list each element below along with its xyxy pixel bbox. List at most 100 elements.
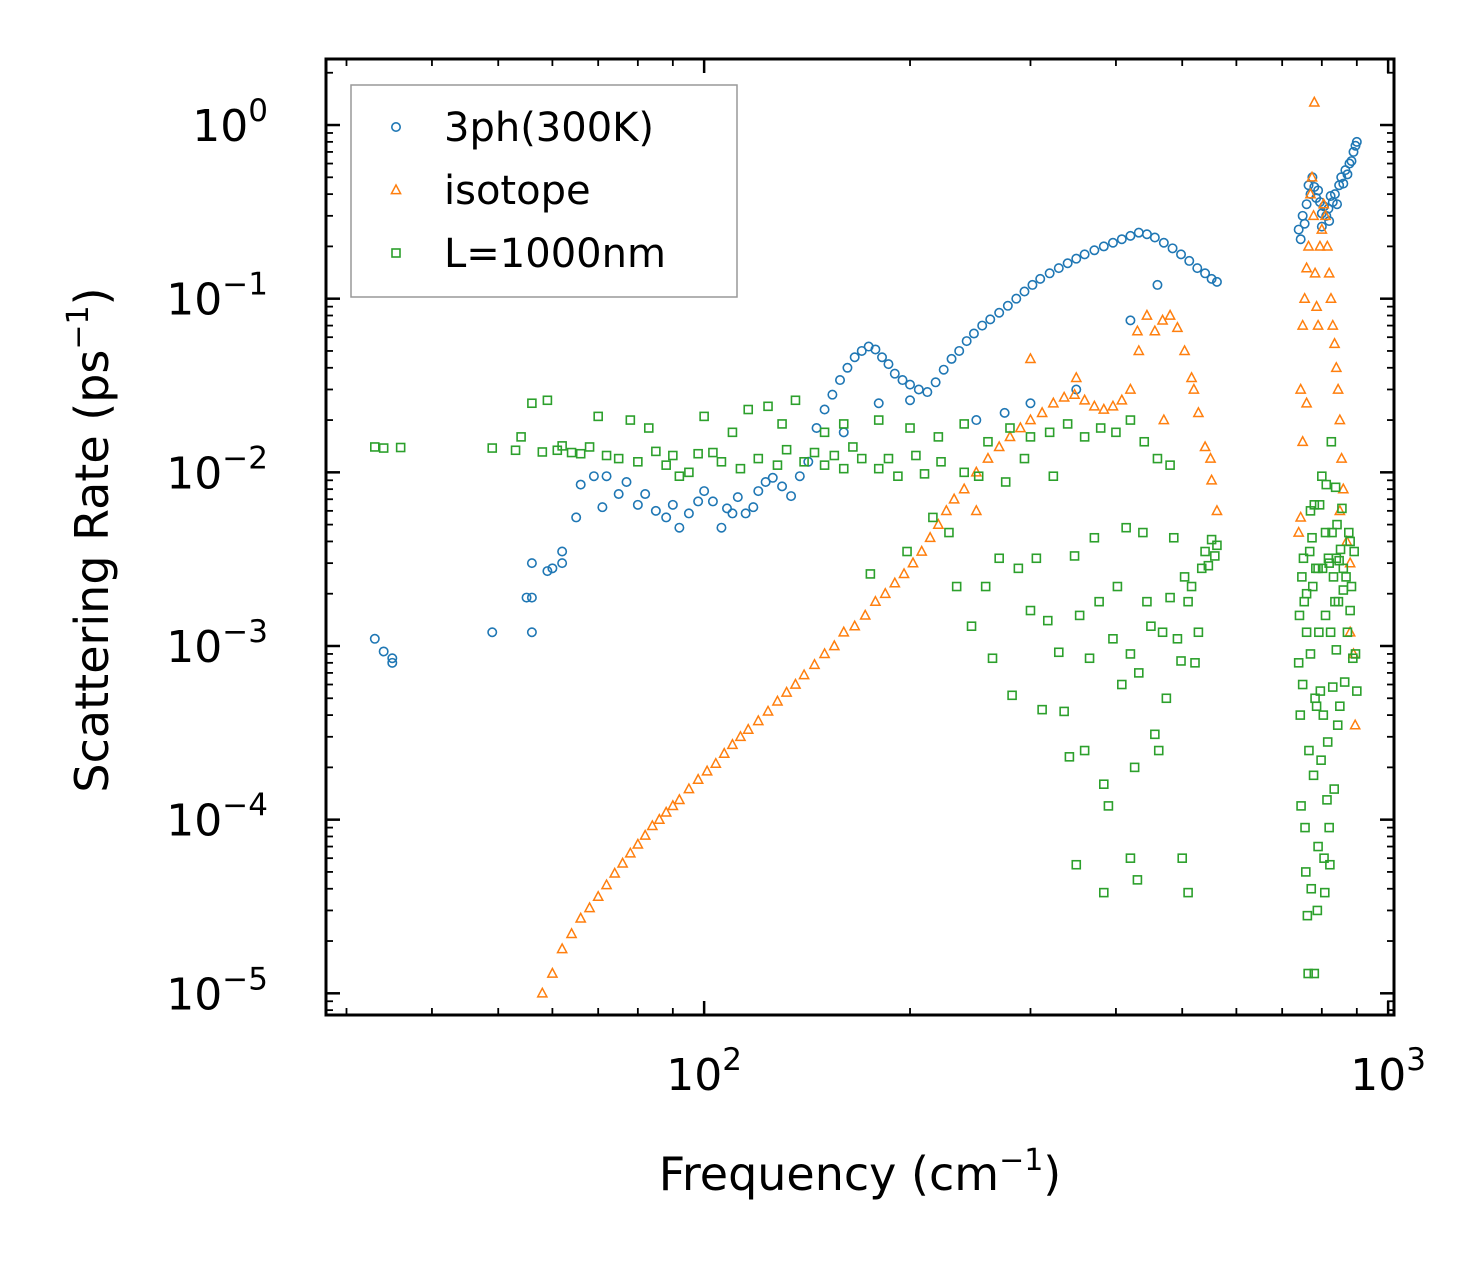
y-tick-exp: −4: [222, 788, 268, 824]
data-point-square: [905, 423, 915, 433]
data-point-triangle: [1149, 324, 1161, 336]
data-point-triangle: [1014, 421, 1027, 433]
data-point-triangle: [1124, 382, 1137, 394]
data-point-square: [1333, 596, 1344, 607]
data-point-square: [1335, 544, 1346, 555]
data-point-triangle: [1328, 337, 1341, 349]
data-point-square: [1200, 546, 1210, 557]
data-point-square: [487, 443, 498, 453]
data-point-square: [1313, 563, 1323, 574]
x-axis-label-close: ): [1043, 1147, 1061, 1201]
data-point-square: [1331, 645, 1342, 655]
data-point-triangle: [574, 911, 587, 923]
data-point-circle: [794, 471, 805, 482]
legend-marker-square: [391, 248, 401, 258]
data-point-circle: [954, 345, 965, 356]
data-point-triangle: [1211, 504, 1223, 516]
data-point-circle: [1167, 243, 1178, 254]
data-point-square: [781, 444, 792, 455]
data-point-square: [1031, 553, 1042, 564]
data-point-square: [1168, 532, 1179, 543]
data-point-square: [1297, 679, 1308, 690]
data-point-square: [1186, 581, 1197, 592]
data-point-triangle: [828, 639, 841, 651]
data-point-circle: [1158, 237, 1169, 248]
data-point-square: [1293, 658, 1304, 668]
data-point-circle: [693, 496, 704, 507]
data-point-square: [1165, 460, 1175, 470]
data-point-triangle: [1024, 352, 1037, 364]
y-tick-exp: −3: [222, 614, 268, 650]
data-point-square: [753, 453, 764, 464]
data-point-square: [395, 442, 406, 453]
data-point-square: [1153, 745, 1164, 756]
data-point-circle: [849, 352, 860, 363]
data-point-circle: [1211, 276, 1222, 287]
data-point-triangle: [1309, 266, 1321, 278]
data-point-square: [1142, 596, 1152, 607]
data-point-triangle: [1319, 209, 1332, 221]
data-point-triangle: [1312, 318, 1324, 330]
data-point-circle: [946, 353, 957, 364]
data-point-square: [1025, 605, 1036, 616]
data-point-square: [873, 463, 884, 474]
data-point-triangle: [1337, 482, 1350, 494]
data-point-triangle: [940, 504, 953, 516]
data-point-square: [601, 450, 612, 461]
data-point-circle: [1027, 279, 1038, 290]
data-point-square: [1319, 853, 1329, 863]
data-point-square: [1165, 592, 1175, 603]
data-point-square: [883, 453, 894, 464]
data-point-square: [1079, 745, 1090, 756]
series-3: [370, 395, 1362, 979]
data-point-triangle: [709, 757, 722, 769]
data-point-triangle: [1157, 413, 1170, 425]
data-point-square: [1329, 784, 1339, 794]
x-axis-label-text: Frequency (cm: [659, 1147, 999, 1201]
data-point-circle: [1301, 199, 1312, 210]
data-point-triangle: [771, 694, 784, 706]
data-point-square: [1327, 682, 1338, 692]
data-point-square: [1112, 581, 1123, 592]
data-point-square: [1295, 710, 1306, 720]
data-point-circle: [905, 395, 916, 406]
data-point-triangle: [1332, 382, 1344, 394]
data-point-circle: [542, 566, 553, 577]
data-point-circle: [1071, 253, 1082, 264]
data-point-triangle: [1132, 344, 1145, 356]
data-point-circle: [1002, 300, 1013, 311]
legend: 3ph(300K) isotope L=1000nm: [350, 84, 738, 298]
data-point-square: [928, 512, 938, 523]
data-point-circle: [1344, 158, 1355, 169]
data-point-square: [651, 446, 661, 457]
data-point-triangle: [1047, 396, 1060, 408]
data-point-square: [1139, 436, 1150, 447]
data-point-triangle: [608, 866, 621, 878]
data-point-square: [1342, 627, 1353, 638]
data-point-square: [790, 395, 801, 406]
data-point-triangle: [1097, 402, 1110, 414]
data-point-square: [1042, 615, 1053, 626]
data-point-square: [735, 463, 746, 474]
y-tick-exp: −1: [222, 267, 268, 303]
data-point-square: [1177, 853, 1188, 863]
data-point-triangle: [1185, 371, 1198, 383]
data-point-circle: [1089, 245, 1100, 256]
data-point-circle: [968, 328, 979, 339]
y-tick-label: 10−5: [166, 961, 268, 1020]
data-point-square: [625, 415, 636, 425]
data-point-square: [1307, 532, 1317, 543]
data-point-square: [951, 581, 962, 592]
data-point-square: [1138, 527, 1148, 538]
data-point-square: [1129, 762, 1140, 773]
data-point-circle: [683, 508, 694, 519]
data-point-square: [1084, 653, 1095, 664]
data-point-triangle: [859, 608, 872, 620]
y-tick-exp: −5: [222, 961, 268, 997]
data-point-square: [1132, 875, 1143, 885]
data-point-circle: [613, 489, 624, 500]
data-point-square: [1300, 822, 1310, 833]
data-point-triangle: [1308, 95, 1321, 107]
series-2: [536, 95, 1362, 998]
data-point-circle: [526, 558, 537, 569]
